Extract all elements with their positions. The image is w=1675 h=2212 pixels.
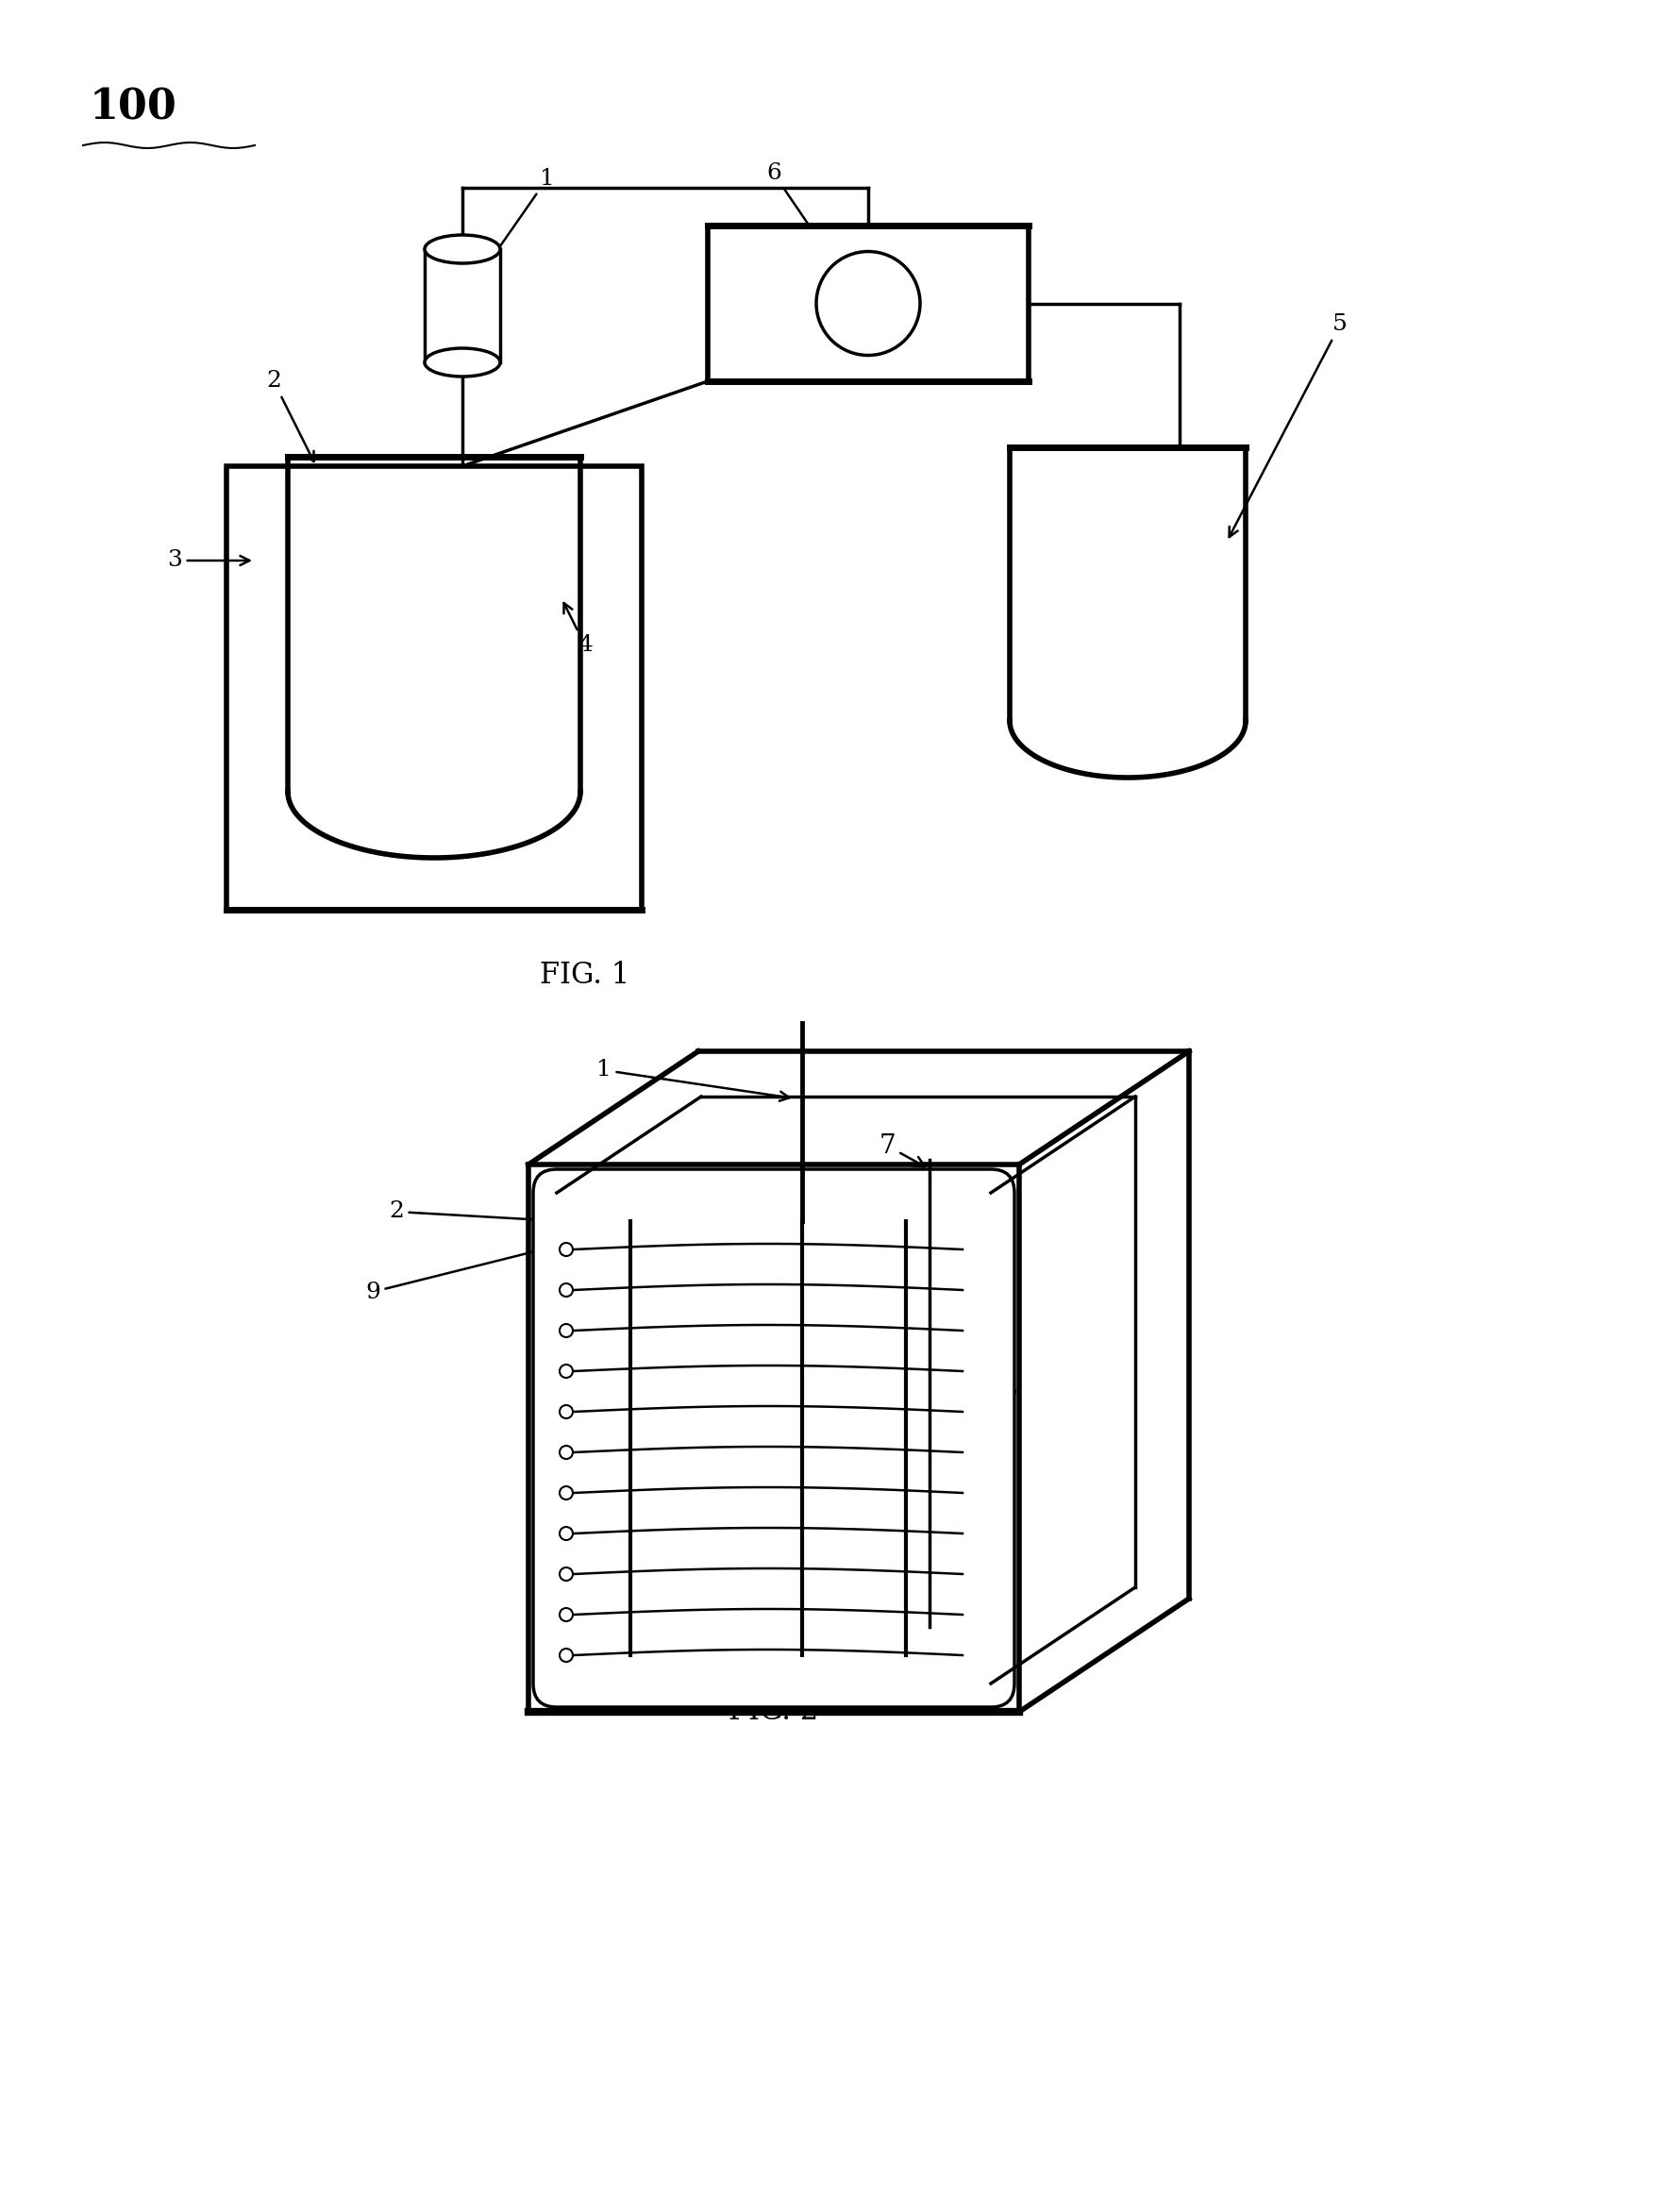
Text: 5: 5 [1229, 314, 1347, 538]
Circle shape [559, 1243, 573, 1256]
Text: 6: 6 [767, 164, 846, 281]
Circle shape [559, 1365, 573, 1378]
Text: 9: 9 [365, 1239, 575, 1303]
Circle shape [559, 1447, 573, 1460]
FancyBboxPatch shape [533, 1170, 1015, 1708]
Circle shape [559, 1405, 573, 1418]
Text: 100: 100 [90, 86, 178, 128]
Circle shape [559, 1283, 573, 1296]
Text: FIG. 2: FIG. 2 [729, 1697, 819, 1728]
Circle shape [559, 1648, 573, 1661]
FancyBboxPatch shape [709, 226, 1028, 380]
Text: 1: 1 [596, 1060, 789, 1102]
Text: 4: 4 [564, 604, 593, 657]
Circle shape [559, 1486, 573, 1500]
Text: 2: 2 [389, 1201, 556, 1225]
Bar [425, 250, 501, 363]
Circle shape [559, 1325, 573, 1338]
Text: 8: 8 [930, 1513, 1008, 1577]
Text: 3: 3 [168, 551, 250, 571]
Text: 1: 1 [474, 168, 554, 283]
Ellipse shape [425, 347, 501, 376]
Circle shape [559, 1608, 573, 1621]
Ellipse shape [816, 252, 920, 356]
Text: FIG. 1: FIG. 1 [539, 962, 630, 991]
Text: 2: 2 [266, 369, 313, 462]
Text: 3: 3 [920, 1380, 1017, 1462]
Bar [226, 467, 642, 909]
Circle shape [559, 1568, 573, 1582]
Ellipse shape [425, 234, 501, 263]
Circle shape [559, 1526, 573, 1540]
Text: 7: 7 [879, 1133, 925, 1166]
